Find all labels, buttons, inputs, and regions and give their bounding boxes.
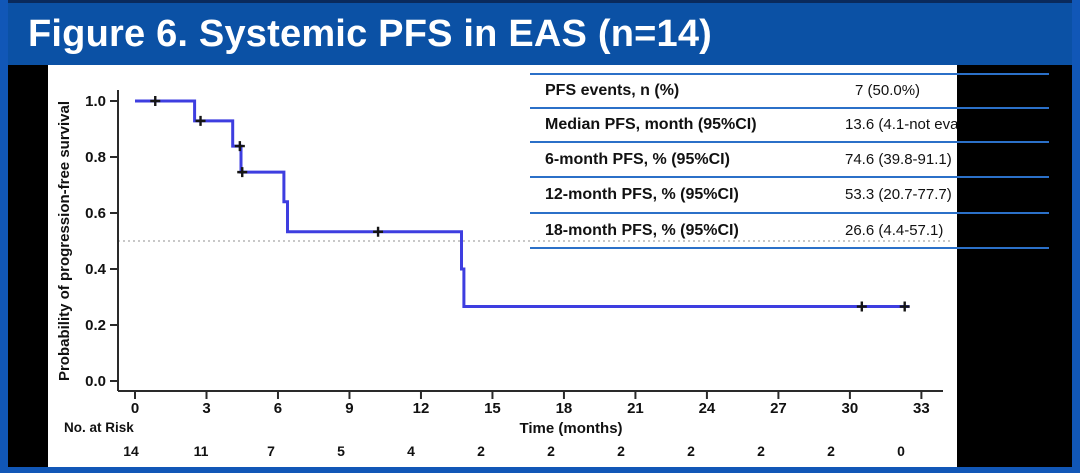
slide-right-border [1072,0,1080,473]
at-risk-count: 4 [407,443,415,459]
at-risk-count: 2 [827,443,835,459]
at-risk-count: 0 [897,443,905,459]
x-tick-label: 0 [131,400,139,417]
x-tick-label: 30 [842,400,859,417]
km-chart: 0.0 0.2 0.4 0.6 0.8 1.0 0 3 6 9 12 15 18 21 24 27 30 33 [85,90,953,417]
y-tick-label: 1.0 [85,93,106,110]
stat-row-label: PFS events, n (%) [545,82,680,99]
at-risk-count: 5 [337,443,345,459]
stat-row-label: 6-month PFS, % (95%CI) [545,150,730,168]
at-risk-count: 7 [267,443,275,459]
x-tick-label: 24 [699,400,716,417]
stat-row-value: 7 (50.0%) [855,82,921,99]
y-tick-label: 0.0 [85,373,106,390]
x-tick-label: 18 [556,400,573,417]
table-separator-line [530,212,1049,214]
x-tick-label: 3 [202,400,210,417]
stat-row-value: 13.6 (4.1-not eva [845,116,957,133]
stat-row-label: 12-month PFS, % (95%CI) [545,186,739,203]
at-risk-count: 2 [547,443,555,459]
stat-row-value: 26.6 (4.4-57.1) [845,221,944,239]
y-axis-label: Probability of progression-free survival [56,100,73,382]
figure-title: Figure 6. Systemic PFS in EAS (n=14) [28,12,713,55]
x-tick-label: 12 [413,400,430,417]
at-risk-count: 2 [617,443,625,459]
x-tick-label: 27 [770,400,787,417]
at-risk-count: 14 [123,443,139,459]
x-tick-label: 15 [484,400,501,417]
y-tick-label: 0.8 [85,149,106,166]
censor-mark [234,141,245,152]
stat-row-label: Median PFS, month (95%CI) [545,116,757,133]
table-separator-line [530,247,1049,249]
slide-left-border [0,0,8,473]
censor-mark [237,167,248,178]
at-risk-count: 2 [757,443,765,459]
y-tick-label: 0.2 [85,317,106,334]
y-tick-label: 0.4 [85,261,107,278]
censor-mark [856,301,867,312]
censor-mark [195,115,206,126]
y-tick-label: 0.6 [85,205,106,222]
figure-title-bar: Figure 6. Systemic PFS in EAS (n=14) [0,3,1080,65]
stat-row-label: 18-month PFS, % (95%CI) [545,221,739,239]
x-tick-label: 9 [345,400,353,417]
km-plot-area: 0.0 0.2 0.4 0.6 0.8 1.0 0 3 6 9 12 15 18 21 24 27 30 33 P… [48,65,957,467]
at-risk-count: 2 [477,443,485,459]
stat-row-value: 53.3 (20.7-77.7) [845,186,952,203]
table-separator-line [530,73,1049,75]
x-axis-label: Time (months) [519,420,623,437]
x-tick-label: 21 [627,400,644,417]
slide-top-border [0,0,1080,3]
no-at-risk-label: No. at Risk [64,420,134,435]
stat-row-value: 74.6 (39.8-91.1) [845,150,952,168]
table-separator-line [530,141,1049,143]
censor-mark [899,301,910,312]
at-risk-count: 2 [687,443,695,459]
at-risk-count: 11 [193,443,209,459]
table-separator-line [530,176,1049,178]
km-curve [135,99,910,308]
table-separator-line [530,107,1049,109]
censor-mark [150,96,161,106]
x-tick-label: 6 [274,400,282,417]
x-tick-label: 33 [913,400,930,417]
slide-bottom-border [0,467,1080,473]
censor-mark [373,226,384,237]
